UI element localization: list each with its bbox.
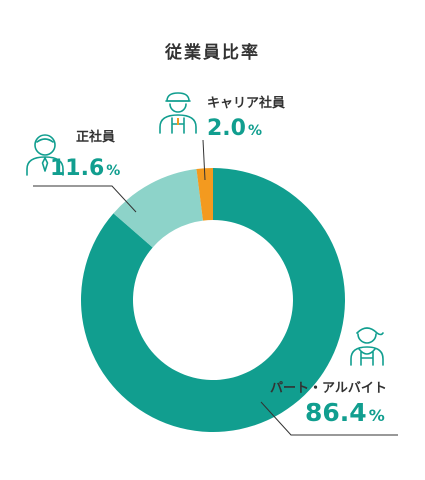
value-career-unit: % — [247, 123, 263, 139]
label-full-time-name: 正社員 — [76, 130, 116, 145]
chart-title: 従業員比率 — [165, 43, 260, 63]
slice-full-time — [113, 169, 203, 248]
value-part-time-number: 86.4 — [305, 398, 367, 427]
cap-worker-icon — [159, 92, 197, 134]
leader-line-part-time — [260, 401, 398, 436]
value-career-number: 2.0 — [207, 116, 246, 141]
value-career: 2.0% — [207, 118, 262, 140]
leader-line-full-time — [33, 185, 137, 213]
value-full-time-number: 11.6 — [50, 156, 105, 181]
label-career: キャリア社員 — [207, 92, 285, 111]
employee-icon — [26, 134, 64, 176]
slice-part-time — [81, 168, 346, 432]
value-part-time-unit: % — [368, 406, 385, 425]
value-full-time: 11.6% — [50, 158, 120, 180]
apron-worker-icon — [350, 327, 384, 366]
slice-career — [196, 168, 213, 221]
leader-line-career — [202, 139, 206, 181]
label-career-name: キャリア社員 — [207, 96, 286, 111]
value-part-time: 86.4% — [305, 400, 385, 425]
label-full-time: 正社員 — [76, 126, 115, 145]
donut-slices — [81, 168, 346, 432]
label-part-time: パート・アルバイト — [270, 377, 387, 396]
label-part-time-name: パート・アルバイト — [270, 381, 387, 396]
value-full-time-unit: % — [106, 163, 121, 179]
